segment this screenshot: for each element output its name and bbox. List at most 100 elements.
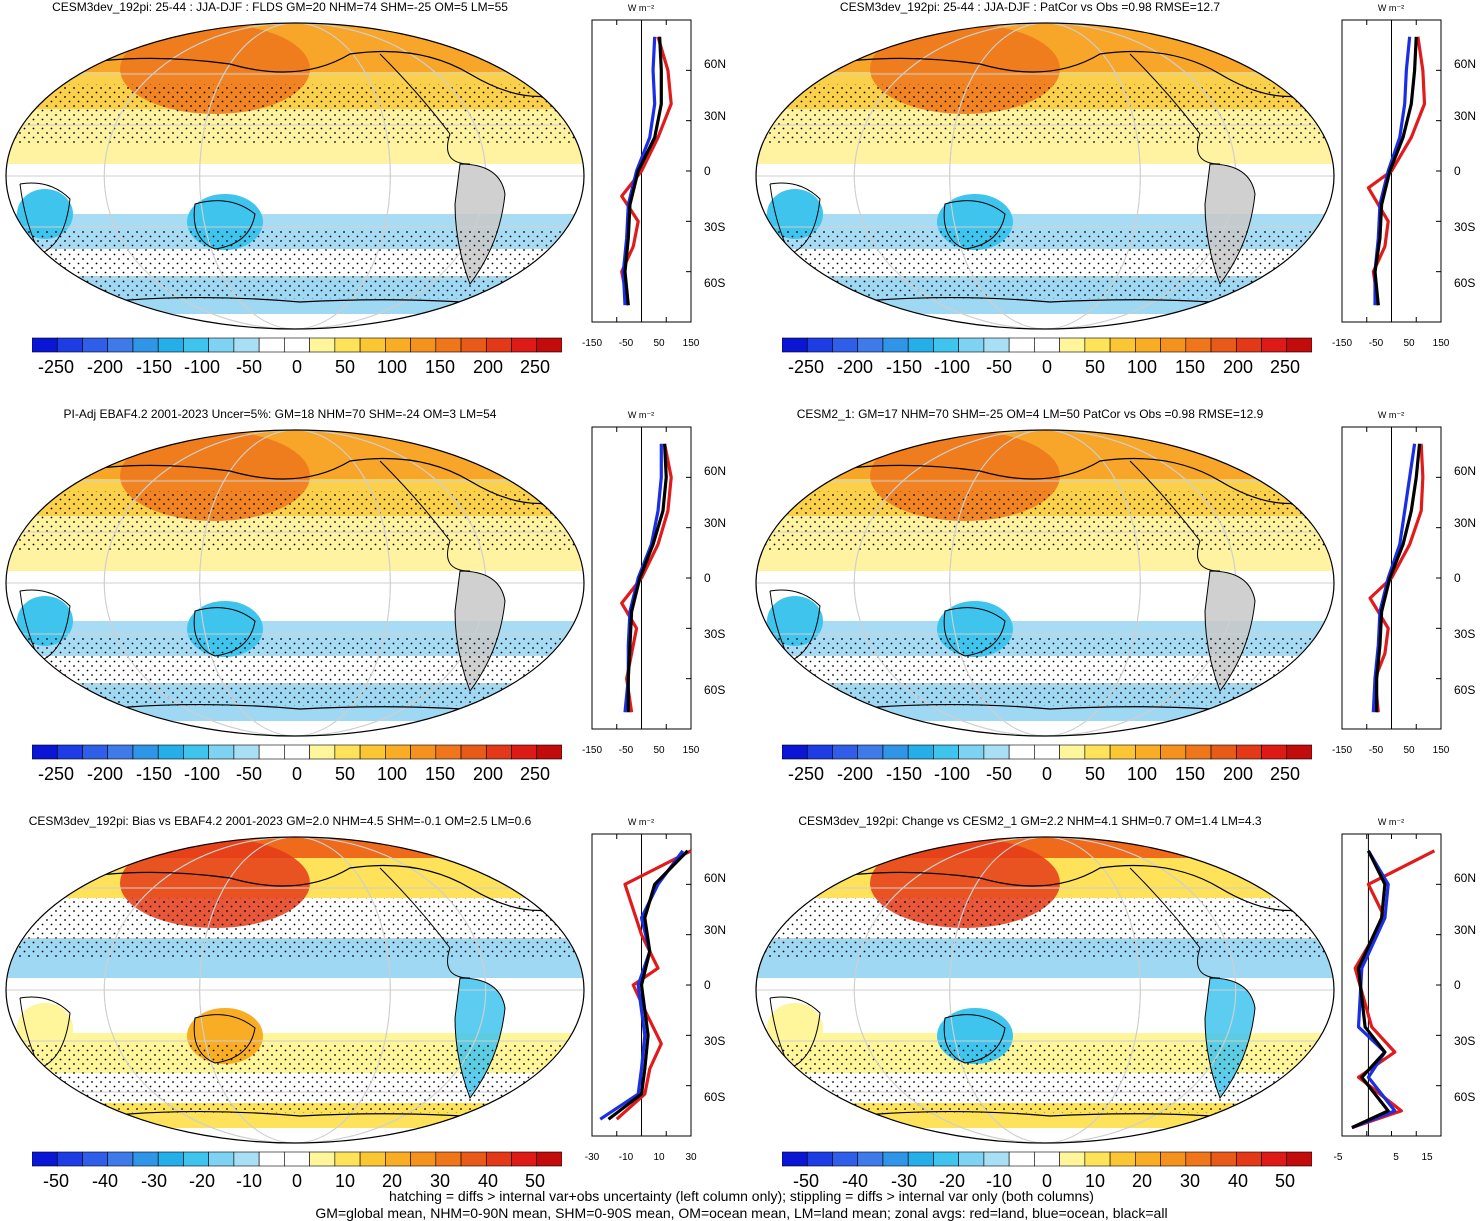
colorbar-swatch [233,744,260,760]
cb-label: 150 [424,764,456,784]
y-tick-label: 30S [704,220,725,234]
panel-title: CESM3dev_192pi: 25-44 : JJA-DJF : FLDS G… [52,0,508,14]
cb-label: 250 [519,357,551,377]
panel-title: PI-Adj EBAF4.2 2001-2023 Uncer=5%: GM=18… [63,407,497,421]
coastline [29,864,561,911]
y-tick-label: 30S [1454,220,1475,234]
units-label: W m⁻² [628,410,654,420]
y-tick-labels: 60N 30N 0 30S 60S [1454,464,1476,697]
cb-label: 20 [381,1171,403,1191]
cb-label: -50 [235,357,262,377]
y-tick-label: 60S [1454,683,1475,697]
coastline [454,977,506,1100]
colorbar-swatch [309,744,336,760]
y-tick-label: 0 [704,571,711,585]
colorbar-swatch [107,337,134,353]
colorbar-swatch [1084,337,1111,353]
colorbar-swatch [309,337,336,353]
colorbar-swatch [958,337,985,353]
cb-label: 50 [524,1171,546,1191]
graticule-meridian [949,837,1141,1143]
x-tick-label: -150 [1332,338,1352,349]
colorbar-swatch [359,744,386,760]
colorbar-swatch [882,1151,909,1167]
global-map [755,836,1335,1144]
colorbar [32,337,562,353]
x-tick-label: 150 [1433,745,1450,756]
series-line-all [607,849,689,1121]
x-tick-label: -30 [585,1152,600,1163]
coastline [943,1014,1006,1064]
cb-label: 50 [1084,357,1106,377]
global-map [5,429,585,737]
colorbar-swatch [1034,744,1060,760]
colorbar-swatch [1261,337,1288,353]
map-border [755,429,1335,737]
x-tick-labels: -150 -50 50 150 [582,338,700,349]
x-tick-label: 15 [1421,1152,1433,1163]
colorbar-swatch [258,744,285,760]
cb-label: -150 [135,357,173,377]
colorbar-swatch [983,1151,1010,1167]
cb-label: -20 [188,1171,215,1191]
colorbar-swatch [435,337,462,353]
colorbar-swatch [882,744,909,760]
colorbar-swatch [460,744,487,760]
colorbar-swatch [32,744,58,760]
y-tick-labels: 60N 30N 0 30S 60S [1454,57,1476,290]
cb-label: 50 [334,357,356,377]
panel-title: CESM2_1: GM=17 NHM=70 SHM=-25 OM=4 LM=50… [796,407,1264,421]
coastline [29,457,561,504]
colorbar-swatch [1185,744,1212,760]
x-tick-label: -150 [582,745,602,756]
colorbar-swatch [208,744,235,760]
coastline [1129,867,1221,979]
colorbar [782,337,1312,353]
colorbar-swatch [958,744,985,760]
x-tick-label: 50 [653,745,665,756]
cb-label: 0 [291,1171,302,1191]
colorbar-swatch [1109,337,1136,353]
series-line-all [1351,850,1390,1130]
colorbar-swatch [132,1151,159,1167]
x-tick-label: 150 [683,745,700,756]
graticule-meridian [853,430,1237,736]
colorbar-swatch [1235,744,1262,760]
colorbar-swatch [806,337,833,353]
cb-label: 200 [1222,764,1254,784]
colorbar-swatch [1135,1151,1161,1167]
x-tick-label: -150 [582,338,602,349]
colorbar-swatch [82,1151,109,1167]
units-label: W m⁻² [1378,817,1404,827]
colorbar-swatch [1210,744,1237,760]
y-tick-label: 60S [1454,1090,1475,1104]
series-line-all [623,36,663,306]
cb-label: 200 [472,764,504,784]
colorbar-swatch [435,1151,462,1167]
cb-label: -150 [885,357,923,377]
coastline [943,200,1006,250]
colorbar-swatch [1286,744,1312,760]
cb-label: -200 [86,357,124,377]
y-tick-label: 60N [1454,871,1476,885]
colorbar-swatch [1185,337,1212,353]
units-label: W m⁻² [628,817,654,827]
colorbar-swatch [782,337,808,353]
colorbar-swatch [1034,1151,1060,1167]
colorbar-swatch [1135,337,1161,353]
coastline [454,163,506,286]
colorbar-swatch [157,1151,184,1167]
colorbar-swatch [410,337,437,353]
x-tick-label: 150 [1433,338,1450,349]
colorbar-swatch [1286,337,1312,353]
cb-label: 30 [1179,1171,1201,1191]
graticule-meridian [853,837,1237,1143]
coastline [193,200,256,250]
coastline [779,864,1311,911]
colorbar-swatch [933,1151,959,1167]
coastline [379,867,471,979]
cb-label: 100 [1126,764,1158,784]
colorbar-swatch [208,1151,235,1167]
colorbar-swatch [511,744,538,760]
panel-title: CESM3dev_192pi: Bias vs EBAF4.2 2001-202… [28,814,532,828]
